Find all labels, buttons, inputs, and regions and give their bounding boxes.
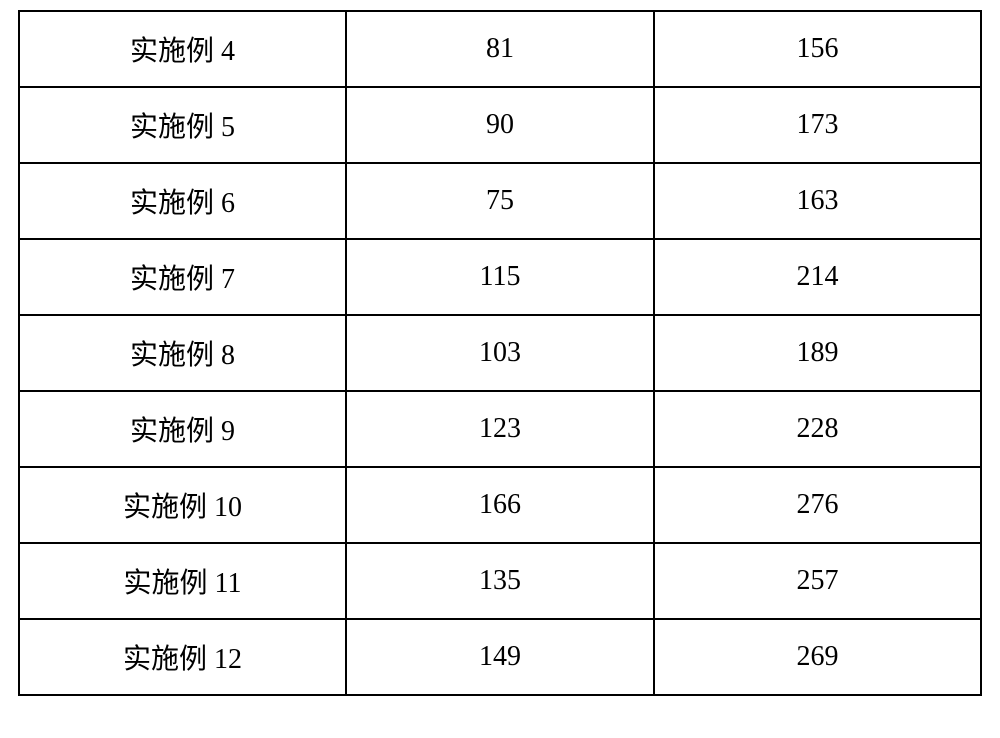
cell-value-a: 166 [346, 467, 654, 543]
cell-label: 实施例 12 [19, 619, 346, 695]
table-row: 实施例 8 103 189 [19, 315, 981, 391]
table-row: 实施例 9 123 228 [19, 391, 981, 467]
cell-value-b: 276 [654, 467, 981, 543]
cell-label: 实施例 4 [19, 11, 346, 87]
cell-label: 实施例 11 [19, 543, 346, 619]
table-row: 实施例 4 81 156 [19, 11, 981, 87]
cell-value-b: 228 [654, 391, 981, 467]
table-row: 实施例 12 149 269 [19, 619, 981, 695]
cell-value-b: 156 [654, 11, 981, 87]
table-row: 实施例 5 90 173 [19, 87, 981, 163]
cell-value-b: 189 [654, 315, 981, 391]
table-container: 实施例 4 81 156 实施例 5 90 173 实施例 6 75 163 实… [0, 0, 1000, 714]
cell-value-a: 123 [346, 391, 654, 467]
cell-label: 实施例 6 [19, 163, 346, 239]
cell-label: 实施例 5 [19, 87, 346, 163]
cell-value-a: 75 [346, 163, 654, 239]
cell-label: 实施例 10 [19, 467, 346, 543]
cell-label: 实施例 9 [19, 391, 346, 467]
cell-label: 实施例 7 [19, 239, 346, 315]
cell-value-a: 149 [346, 619, 654, 695]
cell-label: 实施例 8 [19, 315, 346, 391]
table-row: 实施例 10 166 276 [19, 467, 981, 543]
data-table: 实施例 4 81 156 实施例 5 90 173 实施例 6 75 163 实… [18, 10, 982, 696]
cell-value-b: 269 [654, 619, 981, 695]
cell-value-a: 90 [346, 87, 654, 163]
table-row: 实施例 11 135 257 [19, 543, 981, 619]
cell-value-b: 214 [654, 239, 981, 315]
cell-value-b: 163 [654, 163, 981, 239]
cell-value-a: 81 [346, 11, 654, 87]
cell-value-a: 135 [346, 543, 654, 619]
cell-value-a: 103 [346, 315, 654, 391]
cell-value-b: 173 [654, 87, 981, 163]
table-row: 实施例 6 75 163 [19, 163, 981, 239]
table-row: 实施例 7 115 214 [19, 239, 981, 315]
cell-value-a: 115 [346, 239, 654, 315]
cell-value-b: 257 [654, 543, 981, 619]
